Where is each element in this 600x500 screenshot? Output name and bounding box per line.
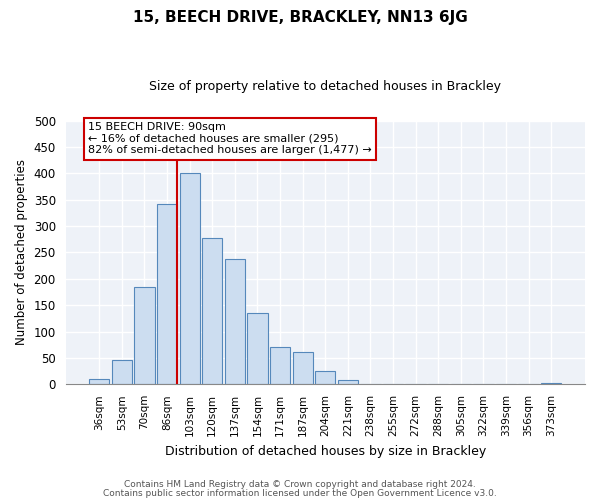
Bar [315,370,335,384]
Text: Contains public sector information licensed under the Open Government Licence v3: Contains public sector information licen… [103,489,497,498]
Bar [112,360,132,384]
Bar [202,238,223,384]
Title: Size of property relative to detached houses in Brackley: Size of property relative to detached ho… [149,80,501,93]
Bar [157,204,177,384]
Bar [179,174,200,384]
Bar [89,379,109,384]
Bar [134,286,155,384]
Y-axis label: Number of detached properties: Number of detached properties [15,160,28,346]
Bar [338,380,358,384]
Text: 15 BEECH DRIVE: 90sqm
← 16% of detached houses are smaller (295)
82% of semi-det: 15 BEECH DRIVE: 90sqm ← 16% of detached … [88,122,372,156]
Bar [270,348,290,385]
Text: 15, BEECH DRIVE, BRACKLEY, NN13 6JG: 15, BEECH DRIVE, BRACKLEY, NN13 6JG [133,10,467,25]
Bar [293,352,313,384]
Text: Contains HM Land Registry data © Crown copyright and database right 2024.: Contains HM Land Registry data © Crown c… [124,480,476,489]
X-axis label: Distribution of detached houses by size in Brackley: Distribution of detached houses by size … [164,444,486,458]
Bar [225,259,245,384]
Bar [247,313,268,384]
